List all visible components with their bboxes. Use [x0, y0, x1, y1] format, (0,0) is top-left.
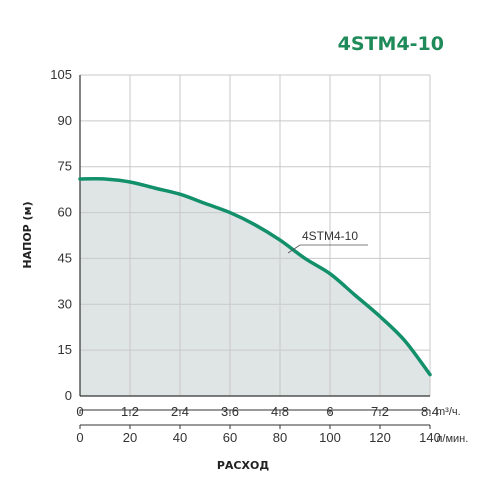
x-primary-unit: m³/ч. [436, 406, 461, 418]
x-secondary-tick-label: 60 [223, 430, 237, 445]
y-tick-label: 45 [58, 250, 72, 265]
series-label: 4STM4-10 [302, 229, 358, 243]
x-axis-title: РАСХОД [217, 459, 269, 472]
y-tick-label: 105 [50, 67, 72, 82]
y-tick-label: 75 [58, 159, 72, 174]
series-line-4stm4-10 [78, 176, 432, 377]
y-axis-title: НАПОР (м) [21, 201, 34, 268]
x-secondary-tick-label: 100 [319, 430, 341, 445]
y-tick-label: 60 [58, 205, 72, 220]
curve-fill-area [80, 178, 430, 396]
x-primary-tick-label: 4.8 [271, 404, 289, 419]
y-tick-label: 15 [58, 342, 72, 357]
x-secondary-tick-label: 120 [369, 430, 391, 445]
series-label-leader [287, 244, 301, 254]
x-primary-tick-label: 6 [326, 404, 333, 419]
x-primary-tick-label: 0 [76, 404, 83, 419]
x-primary-tick-label: 2.4 [171, 404, 189, 419]
x-secondary-unit: л/мин. [436, 433, 468, 445]
x-secondary-tick-label: 80 [273, 430, 287, 445]
chart-title: 4STM4-10 [338, 33, 444, 55]
x-secondary-tick-labels: 0 20 40 60 80 100 120 140 [76, 424, 441, 445]
x-secondary-tick-label: 40 [173, 430, 187, 445]
x-primary-tick-label: 3.6 [221, 404, 239, 419]
y-tick-label: 30 [58, 296, 72, 311]
x-secondary-tick-label: 140 [419, 430, 441, 445]
y-tick-label: 90 [58, 113, 72, 128]
plot-area [78, 74, 432, 397]
y-tick-labels: 0 15 30 45 60 75 90 105 [50, 67, 72, 403]
x-primary-tick-labels: 0 1.2 2.4 3.6 4.8 6 7.2 8.4 [76, 404, 439, 419]
x-primary-tick-label: 8.4 [421, 404, 439, 419]
x-secondary-tick-label: 0 [76, 430, 83, 445]
x-secondary-tick-label: 20 [123, 430, 137, 445]
x-primary-tick-label: 7.2 [371, 404, 389, 419]
x-primary-tick-label: 1.2 [121, 404, 139, 419]
y-tick-label: 0 [65, 388, 72, 403]
